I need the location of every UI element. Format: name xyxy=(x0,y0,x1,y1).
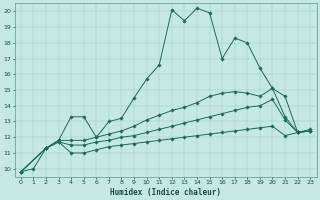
X-axis label: Humidex (Indice chaleur): Humidex (Indice chaleur) xyxy=(110,188,221,197)
